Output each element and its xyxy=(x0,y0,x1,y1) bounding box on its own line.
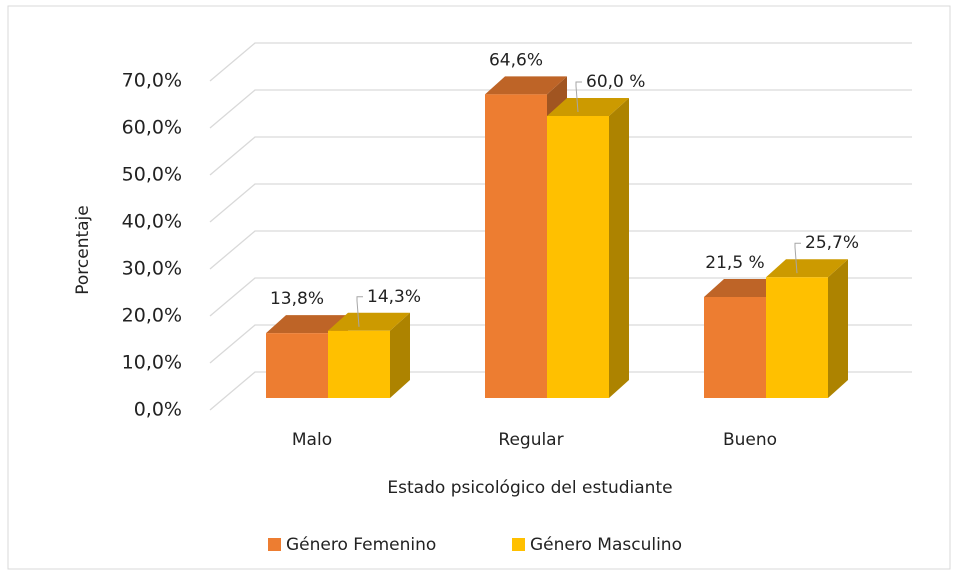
data-label: 60,0 % xyxy=(586,72,645,92)
y-tick-label: 30,0% xyxy=(122,258,182,280)
y-axis-title: Porcentaje xyxy=(73,205,93,295)
y-tick-label: 0,0% xyxy=(134,399,182,421)
bar-side xyxy=(828,259,848,398)
grid-line xyxy=(209,89,912,129)
y-tick-label: 60,0% xyxy=(122,117,182,139)
grid-line xyxy=(209,230,912,270)
x-axis-title: Estado psicológico del estudiante xyxy=(387,478,672,498)
bar-top xyxy=(485,76,567,95)
y-tick-label: 10,0% xyxy=(122,352,182,374)
bar xyxy=(328,312,410,398)
legend-label: Género Masculino xyxy=(530,535,682,555)
grid-line xyxy=(209,183,912,223)
bar-front xyxy=(266,333,328,398)
leader-line xyxy=(356,296,363,327)
data-label: 21,5 % xyxy=(705,253,764,273)
grid-line xyxy=(209,371,912,411)
x-tick-label: Regular xyxy=(498,430,563,450)
y-tick-label: 40,0% xyxy=(122,211,182,233)
bar-top xyxy=(766,259,848,278)
data-label: 13,8% xyxy=(270,289,324,309)
bar-front xyxy=(485,94,547,398)
grid-line xyxy=(209,136,912,176)
data-label: 64,6% xyxy=(489,50,543,70)
bar-top xyxy=(547,98,629,116)
y-tick-label: 70,0% xyxy=(122,70,182,92)
leader-line xyxy=(794,242,801,274)
legend-swatch xyxy=(268,538,281,551)
bar-top xyxy=(328,312,410,331)
bar-front xyxy=(547,116,609,398)
bar-top xyxy=(704,278,786,297)
bar-side xyxy=(390,312,410,398)
bar xyxy=(766,259,848,398)
leader-line xyxy=(575,81,582,113)
x-tick-label: Malo xyxy=(292,430,332,450)
bar-front xyxy=(328,330,390,398)
y-tick-label: 20,0% xyxy=(122,305,182,327)
bar-front xyxy=(766,277,828,398)
x-tick-label: Bueno xyxy=(723,430,777,450)
bar-front xyxy=(704,296,766,398)
legend-swatch xyxy=(512,538,525,551)
y-tick-label: 50,0% xyxy=(122,164,182,186)
legend-label: Género Femenino xyxy=(286,535,436,555)
bar-side xyxy=(609,98,629,398)
grid-line xyxy=(209,42,912,82)
data-label: 25,7% xyxy=(805,233,859,253)
grid-line xyxy=(209,324,912,364)
bar-top xyxy=(266,315,348,334)
data-label: 14,3% xyxy=(367,287,421,307)
grid-line xyxy=(209,277,912,317)
bar xyxy=(547,98,629,398)
